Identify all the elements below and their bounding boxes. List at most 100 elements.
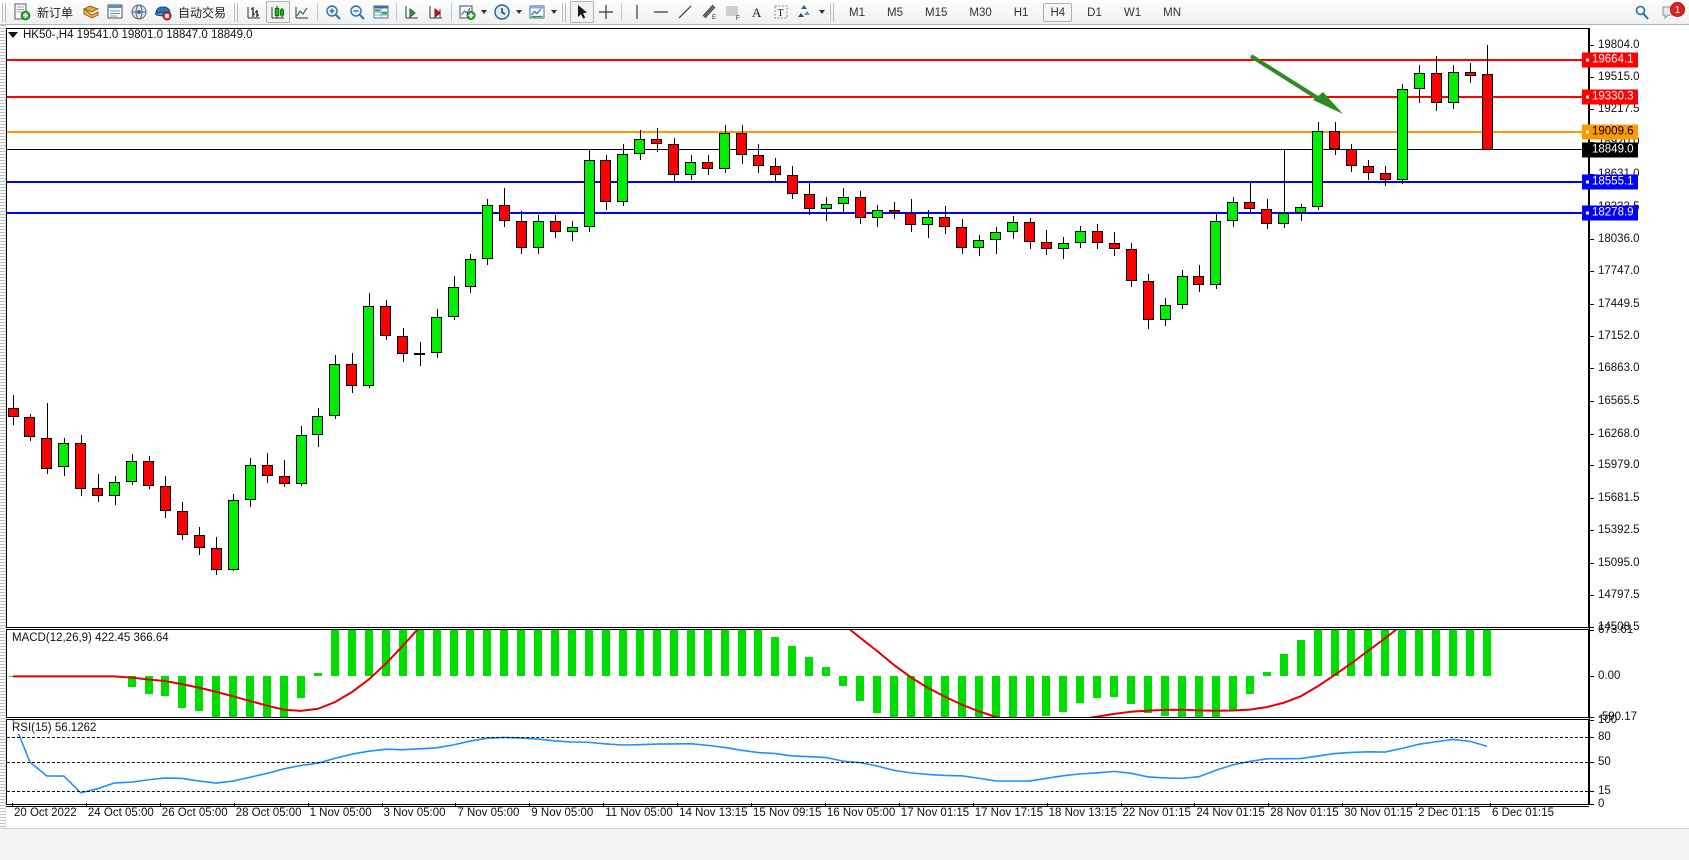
price-level-label-resistance[interactable]: 19664.1	[1582, 52, 1638, 68]
search-icon[interactable]	[1633, 4, 1651, 22]
text-tool-button[interactable]: A	[745, 1, 769, 23]
macd-pane[interactable]: MACD(12,26,9) 422.45 366.64	[6, 629, 1589, 718]
signals-button[interactable]	[127, 1, 151, 23]
candle-body[interactable]	[820, 203, 832, 210]
candle-body[interactable]	[1481, 73, 1493, 150]
auto-trading-button[interactable]: 自动交易	[151, 1, 232, 23]
notifications-button[interactable]: 1	[1661, 1, 1685, 22]
candle-body[interactable]	[92, 488, 104, 497]
new-order-button[interactable]: 新订单	[10, 1, 79, 23]
candle-body[interactable]	[481, 204, 493, 259]
price-level-handle[interactable]	[1584, 178, 1591, 186]
candle-body[interactable]	[278, 476, 290, 484]
candle-body[interactable]	[431, 316, 443, 354]
candle-body[interactable]	[837, 197, 849, 204]
candle-body[interactable]	[871, 210, 883, 219]
candle-body[interactable]	[1193, 276, 1205, 286]
candle-body[interactable]	[1379, 172, 1391, 180]
candle-body[interactable]	[1057, 243, 1069, 249]
candle-body[interactable]	[1024, 222, 1036, 243]
templates-caret-icon[interactable]	[551, 10, 558, 14]
rsi-plot-area[interactable]	[7, 720, 1588, 804]
wallet-button[interactable]	[79, 1, 103, 23]
candle-body[interactable]	[532, 221, 544, 248]
candle-body[interactable]	[1125, 248, 1137, 281]
candle-body[interactable]	[1413, 72, 1425, 90]
candle-body[interactable]	[227, 500, 239, 570]
timeframe-m30[interactable]: M30	[969, 6, 992, 19]
period-button[interactable]	[490, 1, 525, 23]
candle-body[interactable]	[1091, 231, 1103, 244]
candle-body[interactable]	[1074, 231, 1086, 244]
candle-body[interactable]	[634, 138, 646, 155]
price-level-label-support[interactable]: 18278.9	[1582, 205, 1638, 221]
candle-body[interactable]	[176, 511, 188, 535]
level-line-pivot[interactable]	[7, 131, 1588, 134]
candle-body[interactable]	[769, 166, 781, 176]
candle-body[interactable]	[1210, 221, 1222, 286]
price-level-handle[interactable]	[1584, 128, 1591, 136]
horizontal-line-tool-button[interactable]	[649, 1, 673, 23]
candle-body[interactable]	[126, 460, 138, 482]
candle-body[interactable]	[312, 415, 324, 435]
candle-body[interactable]	[600, 159, 612, 202]
candle-body[interactable]	[1447, 71, 1459, 103]
candle-body[interactable]	[1244, 201, 1256, 210]
line-chart-button[interactable]	[290, 1, 314, 23]
trendline-tool-button[interactable]	[673, 1, 697, 23]
rsi-pane[interactable]: RSI(15) 56.1262	[6, 719, 1589, 805]
candle-body[interactable]	[346, 364, 358, 387]
price-plot-area[interactable]	[7, 29, 1588, 627]
price-level-handle[interactable]	[1584, 56, 1591, 64]
price-scale[interactable]: 19804.019515.019217.518920.018631.018333…	[1582, 28, 1689, 810]
candle-body[interactable]	[803, 193, 815, 210]
add-indicator-button[interactable]	[455, 1, 490, 23]
candle-body[interactable]	[973, 240, 985, 248]
candle-body[interactable]	[702, 161, 714, 169]
timeframe-h4[interactable]: H4	[1043, 2, 1073, 22]
candle-body[interactable]	[549, 221, 561, 233]
candle-body[interactable]	[1329, 131, 1341, 149]
timeframe-h1[interactable]: H1	[1013, 6, 1029, 19]
candle-body[interactable]	[1278, 212, 1290, 224]
candle-body[interactable]	[295, 434, 307, 484]
candle-body[interactable]	[464, 258, 476, 288]
level-line-resistance[interactable]	[7, 59, 1588, 62]
candle-body[interactable]	[498, 204, 510, 222]
candle-body[interactable]	[1227, 201, 1239, 222]
macd-plot-area[interactable]	[7, 630, 1588, 717]
candle-body[interactable]	[1261, 209, 1273, 224]
candle-body[interactable]	[1312, 131, 1324, 208]
candle-body[interactable]	[905, 212, 917, 225]
candle-body[interactable]	[583, 159, 595, 227]
toolbar-grip-1[interactable]	[1, 2, 8, 22]
cursor-tool-button[interactable]	[570, 1, 595, 23]
candle-body[interactable]	[922, 216, 934, 225]
candle-body[interactable]	[414, 353, 426, 356]
candle-body[interactable]	[515, 221, 527, 248]
timeframe-mn[interactable]: MN	[1163, 6, 1181, 19]
crosshair-tool-button[interactable]	[594, 1, 618, 23]
candle-body[interactable]	[990, 232, 1002, 240]
period-caret-icon[interactable]	[516, 10, 523, 14]
price-level-label-pivot[interactable]: 19009.6	[1582, 124, 1638, 140]
candle-body[interactable]	[58, 443, 70, 468]
toolbar-grip-4[interactable]	[829, 2, 837, 22]
level-line-support[interactable]	[7, 211, 1588, 214]
candle-body[interactable]	[939, 216, 951, 227]
vertical-line-tool-button[interactable]	[625, 1, 649, 23]
level-line-resistance[interactable]	[7, 96, 1588, 99]
text-label-tool-button[interactable]: T	[769, 1, 793, 23]
candle-body[interactable]	[261, 465, 273, 477]
candlestick-chart-button[interactable]	[266, 1, 291, 23]
candle-body[interactable]	[210, 547, 222, 570]
toolbar-grip-3[interactable]	[561, 2, 569, 22]
zoom-in-button[interactable]	[321, 1, 345, 23]
chart-collapse-icon[interactable]	[8, 32, 18, 38]
timeframe-m1[interactable]: M1	[849, 6, 866, 19]
candle-body[interactable]	[1159, 304, 1171, 321]
timeframe-m5[interactable]: M5	[887, 6, 903, 19]
candle-body[interactable]	[143, 460, 155, 487]
candle-body[interactable]	[617, 154, 629, 202]
candle-body[interactable]	[888, 210, 900, 213]
